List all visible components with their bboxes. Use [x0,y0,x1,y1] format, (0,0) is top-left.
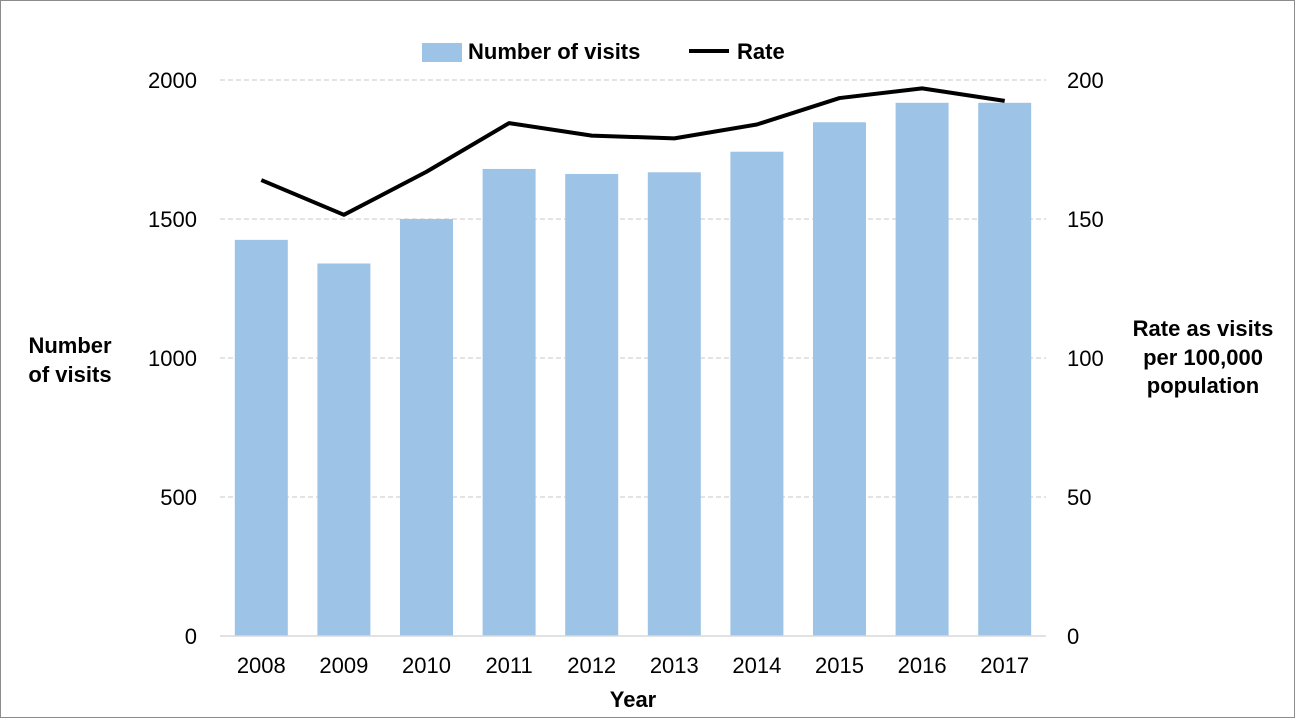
bar [813,122,866,637]
y-axis-right-title-line-2: per 100,000 [1143,345,1263,370]
y-left-tick-label: 1500 [148,207,197,232]
bar [895,102,949,636]
y-left-tick-label: 1000 [148,346,197,371]
x-tick-label: 2017 [980,653,1029,678]
x-tick-label: 2013 [650,653,699,678]
y-right-tick-label: 200 [1067,68,1104,93]
y-right-tick-label: 50 [1067,485,1091,510]
bar [978,102,1032,636]
legend: Number of visits Rate [422,39,785,64]
y-axis-left-title-line-2: of visits [28,362,111,387]
x-tick-label: 2012 [567,653,616,678]
y-left-tick-label: 500 [160,485,197,510]
bar [234,239,288,636]
y-right-tick-label: 0 [1067,624,1079,649]
x-tick-label: 2009 [319,653,368,678]
x-tick-label: 2010 [402,653,451,678]
axis-titles: Number of visits Rate as visits per 100,… [28,316,1273,712]
bars [234,102,1032,637]
y-right-tick-label: 150 [1067,207,1104,232]
x-tick-label: 2015 [815,653,864,678]
legend-swatch-bar [422,43,462,62]
legend-label-line: Rate [737,39,785,64]
legend-label-bar: Number of visits [468,39,640,64]
x-tick-label: 2008 [237,653,286,678]
y-axis-right-title-line-3: population [1147,373,1259,398]
bar [400,219,453,636]
y-axis-right-title-line-1: Rate as visits [1133,316,1274,341]
bar [482,168,536,636]
rate-line [260,86,1005,217]
x-tick-label: 2016 [898,653,947,678]
y-left-tick-label: 0 [185,624,197,649]
y-axis-left-title-line-1: Number [28,333,112,358]
y-right-tick-label: 100 [1067,346,1104,371]
x-axis-title: Year [610,687,657,712]
x-tick-label: 2011 [485,653,532,678]
bar [730,151,784,636]
bar [565,173,619,637]
bar [317,263,371,636]
y-left-tick-label: 2000 [148,68,197,93]
axes: 0 500 1000 1500 2000 0 50 100 150 200 2008 2009 2010… [148,68,1104,678]
bar [647,172,701,636]
x-tick-label: 2014 [732,653,781,678]
rate-line-group [260,86,1005,217]
